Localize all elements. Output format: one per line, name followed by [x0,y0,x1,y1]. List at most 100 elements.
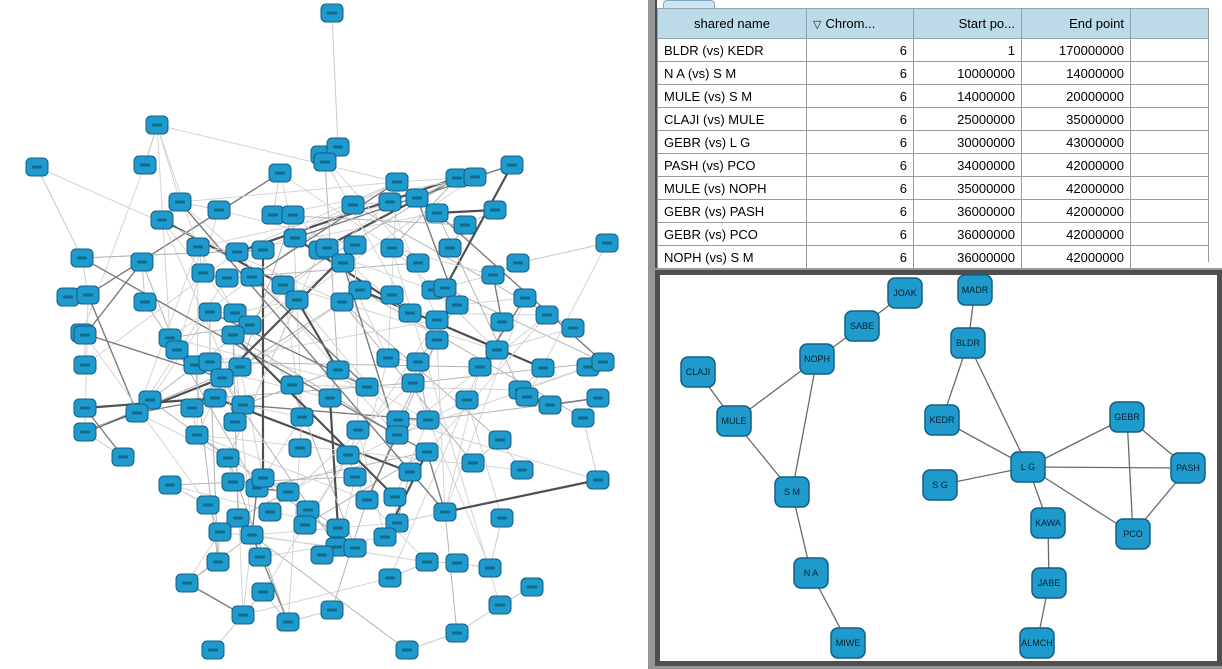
network-node-pash[interactable] [1170,452,1206,484]
table-cell[interactable]: 6 [806,107,914,131]
network-node-madr[interactable] [957,274,993,306]
table-row[interactable]: NOPH (vs) S M636000000420000009.9 [657,245,1222,269]
node-label-smudge [408,381,418,385]
network-node-bldr[interactable] [950,327,986,359]
network-node-claji[interactable] [680,356,716,388]
table-cell[interactable]: 5.9 [1130,107,1222,131]
node-label-smudge [392,180,402,184]
network-node-l-g[interactable] [1010,451,1046,483]
table-cell[interactable]: 14000000 [913,84,1022,108]
table-cell[interactable]: N A (vs) S M [657,61,807,85]
table-row[interactable]: GEBR (vs) L G6300000004300000016.9 [657,130,1222,154]
table-cell[interactable]: MULE (vs) S M [657,84,807,108]
main-network-view-panel[interactable] [0,0,648,669]
table-cell[interactable]: 6 [806,130,914,154]
node-label-smudge [568,326,578,330]
table-cell[interactable]: 10.5 [1130,176,1222,200]
column-header-end-point[interactable]: End point [1021,8,1131,39]
network-node-almch[interactable] [1019,627,1055,659]
network-node-mule[interactable] [716,405,752,437]
network-node-miwe[interactable] [830,627,866,659]
node-label-smudge [247,275,257,279]
table-cell[interactable]: MULE (vs) NOPH [657,176,807,200]
table-cell[interactable]: 6 [806,153,914,177]
table-cell[interactable]: 7.5 [1130,84,1222,108]
table-row[interactable]: PASH (vs) PCO6340000004200000011.4 [657,153,1222,177]
column-header-start-po-[interactable]: Start po... [913,8,1022,39]
table-cell[interactable]: 36000000 [913,222,1022,246]
table-cell[interactable]: 192.0 [1130,38,1222,62]
table-cell[interactable]: 11.4 [1130,153,1222,177]
network-node-n-a[interactable] [793,557,829,589]
table-cell[interactable]: PASH (vs) PCO [657,153,807,177]
table-cell[interactable]: 6 [806,199,914,223]
table-row[interactable]: MULE (vs) NOPH6350000004200000010.5 [657,176,1222,200]
table-cell[interactable]: 42000000 [1021,199,1131,223]
network-node-gebr[interactable] [1109,401,1145,433]
table-cell[interactable]: NOPH (vs) S M [657,245,807,269]
network-node-noph[interactable] [799,343,835,375]
table-cell[interactable]: CLAJI (vs) MULE [657,107,807,131]
table-cell[interactable]: 6.6 [1130,61,1222,85]
network-node-joak[interactable] [887,277,923,309]
table-cell[interactable]: 30000000 [913,130,1022,154]
table-cell[interactable]: 6 [806,222,914,246]
network-node-sabe[interactable] [844,310,880,342]
column-header-genetic-[interactable]: Genetic... [1130,8,1222,39]
table-cell[interactable]: 6 [806,245,914,269]
table-cell[interactable]: 8.9 [1130,199,1222,223]
column-header-chrom-[interactable]: ▽ Chrom... [806,8,914,39]
network-node-s-m[interactable] [774,476,810,508]
node-label-smudge [145,398,155,402]
table-cell[interactable]: 6 [806,176,914,200]
main-network-canvas[interactable] [0,0,648,669]
table-cell[interactable]: 8.4 [1130,222,1222,246]
table-cell[interactable]: 6 [806,61,914,85]
node-label-smudge [392,521,402,525]
table-row[interactable]: CLAJI (vs) MULE625000000350000005.9 [657,107,1222,131]
table-cell[interactable]: 35000000 [913,176,1022,200]
node-label-smudge [392,433,402,437]
table-cell[interactable]: 36000000 [913,245,1022,269]
table-scrollbar-track[interactable] [1208,8,1222,262]
column-header-shared-name[interactable]: shared name [657,8,807,39]
table-cell[interactable]: 36000000 [913,199,1022,223]
node-label-smudge [255,555,265,559]
table-cell[interactable]: 43000000 [1021,130,1131,154]
table-cell[interactable]: 170000000 [1021,38,1131,62]
table-cell[interactable]: GEBR (vs) PASH [657,199,807,223]
table-cell[interactable]: 35000000 [1021,107,1131,131]
table-cell[interactable]: 42000000 [1021,153,1131,177]
table-cell[interactable]: 34000000 [913,153,1022,177]
table-cell[interactable]: GEBR (vs) L G [657,130,807,154]
node-label-smudge [517,468,527,472]
filtered-network-canvas[interactable]: JOAK MADR SABE BLDR NOPH CLAJI GEBR KEDR MULE PAS… [655,270,1222,666]
table-row[interactable]: BLDR (vs) KEDR61170000000192.0 [657,38,1222,62]
table-cell[interactable]: 20000000 [1021,84,1131,108]
network-node-pco[interactable] [1115,518,1151,550]
table-cell[interactable]: 42000000 [1021,176,1131,200]
network-node-jabe[interactable] [1031,567,1067,599]
table-cell[interactable]: 6 [806,38,914,62]
table-cell[interactable]: 9.9 [1130,245,1222,269]
filter-icon[interactable]: ▽ [813,19,822,31]
network-node-s-g[interactable] [922,469,958,501]
table-cell[interactable]: GEBR (vs) PCO [657,222,807,246]
table-cell[interactable]: 6 [806,84,914,108]
filtered-network-view-panel[interactable]: JOAK MADR SABE BLDR NOPH CLAJI GEBR KEDR MULE PAS… [655,270,1222,666]
table-row[interactable]: N A (vs) S M610000000140000006.6 [657,61,1222,85]
network-node-kawa[interactable] [1030,507,1066,539]
network-edge [412,361,604,384]
table-cell[interactable]: 25000000 [913,107,1022,131]
table-row[interactable]: MULE (vs) S M614000000200000007.5 [657,84,1222,108]
network-node-kedr[interactable] [924,404,960,436]
table-cell[interactable]: 42000000 [1021,245,1131,269]
table-cell[interactable]: 1 [913,38,1022,62]
table-cell[interactable]: BLDR (vs) KEDR [657,38,807,62]
table-cell[interactable]: 14000000 [1021,61,1131,85]
table-cell[interactable]: 10000000 [913,61,1022,85]
table-tab-notch[interactable] [663,0,715,8]
table-row[interactable]: GEBR (vs) PASH636000000420000008.9 [657,199,1222,223]
table-row[interactable]: GEBR (vs) PCO636000000420000008.4 [657,222,1222,246]
table-cell[interactable]: 42000000 [1021,222,1131,246]
